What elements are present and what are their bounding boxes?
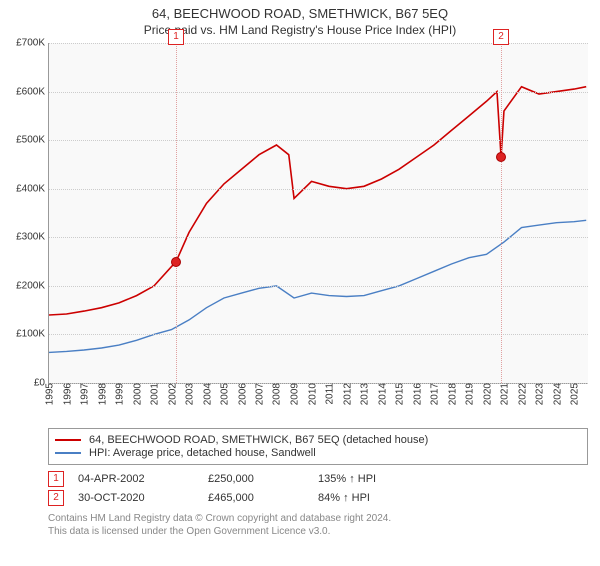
x-tick-label: 2007 — [253, 383, 266, 405]
sale-badge: 1 — [48, 471, 64, 487]
x-tick-label: 2011 — [323, 383, 336, 405]
sale-row: 1 04-APR-2002£250,000135% ↑ HPI — [48, 471, 588, 487]
sale-pct: 135% ↑ HPI — [318, 473, 438, 485]
sale-date: 04-APR-2002 — [78, 473, 208, 485]
sale-marker — [171, 257, 181, 267]
x-tick-label: 2018 — [445, 383, 458, 405]
chart-plot-area: £0£100K£200K£300K£400K£500K£600K£700K199… — [48, 43, 588, 384]
x-tick-label: 2015 — [393, 383, 406, 405]
x-tick-label: 2019 — [463, 383, 476, 405]
x-tick-label: 2008 — [270, 383, 283, 405]
x-tick-label: 2013 — [358, 383, 371, 405]
x-tick-label: 2023 — [533, 383, 546, 405]
y-tick-label: £300K — [16, 232, 49, 243]
legend-row: HPI: Average price, detached house, Sand… — [55, 447, 581, 459]
y-tick-label: £700K — [16, 38, 49, 49]
chart-title-address: 64, BEECHWOOD ROAD, SMETHWICK, B67 5EQ — [0, 6, 600, 21]
x-tick-label: 2003 — [183, 383, 196, 405]
x-tick-label: 2024 — [550, 383, 563, 405]
sale-pct: 84% ↑ HPI — [318, 492, 438, 504]
x-tick-label: 2022 — [515, 383, 528, 405]
sale-price: £250,000 — [208, 473, 318, 485]
x-tick-label: 1996 — [60, 383, 73, 405]
y-tick-label: £500K — [16, 135, 49, 146]
sale-marker-label: 1 — [168, 29, 184, 45]
x-tick-label: 2012 — [340, 383, 353, 405]
x-tick-label: 1998 — [95, 383, 108, 405]
chart-lines — [49, 43, 588, 383]
x-tick-label: 2020 — [480, 383, 493, 405]
legend-label: 64, BEECHWOOD ROAD, SMETHWICK, B67 5EQ (… — [89, 434, 428, 446]
x-tick-label: 1995 — [43, 383, 56, 405]
x-tick-label: 2009 — [288, 383, 301, 405]
x-tick-label: 2002 — [165, 383, 178, 405]
sale-price: £465,000 — [208, 492, 318, 504]
x-tick-label: 2001 — [148, 383, 161, 405]
x-tick-label: 2004 — [200, 383, 213, 405]
y-tick-label: £400K — [16, 183, 49, 194]
chart-title-sub: Price paid vs. HM Land Registry's House … — [0, 23, 600, 37]
legend-label: HPI: Average price, detached house, Sand… — [89, 447, 316, 459]
sales-table: 1 04-APR-2002£250,000135% ↑ HPI 2 30-OCT-20… — [48, 471, 588, 506]
x-tick-label: 2005 — [218, 383, 231, 405]
y-tick-label: £600K — [16, 86, 49, 97]
sale-date: 30-OCT-2020 — [78, 492, 208, 504]
legend-swatch — [55, 439, 81, 441]
x-tick-label: 2010 — [305, 383, 318, 405]
x-tick-label: 2017 — [428, 383, 441, 405]
x-tick-label: 2006 — [235, 383, 248, 405]
x-tick-label: 2016 — [410, 383, 423, 405]
legend-row: 64, BEECHWOOD ROAD, SMETHWICK, B67 5EQ (… — [55, 434, 581, 446]
sale-row: 2 30-OCT-2020£465,00084% ↑ HPI — [48, 490, 588, 506]
x-tick-label: 1999 — [113, 383, 126, 405]
legend-swatch — [55, 452, 81, 454]
footer-text: Contains HM Land Registry data © Crown c… — [48, 512, 588, 538]
y-tick-label: £200K — [16, 280, 49, 291]
legend-box: 64, BEECHWOOD ROAD, SMETHWICK, B67 5EQ (… — [48, 428, 588, 465]
y-tick-label: £100K — [16, 329, 49, 340]
x-tick-label: 2014 — [375, 383, 388, 405]
x-tick-label: 2021 — [497, 383, 510, 405]
x-tick-label: 1997 — [78, 383, 91, 405]
sale-marker — [496, 152, 506, 162]
sale-badge: 2 — [48, 490, 64, 506]
series-property — [49, 87, 586, 315]
sale-marker-label: 2 — [493, 29, 509, 45]
x-tick-label: 2000 — [130, 383, 143, 405]
x-tick-label: 2025 — [568, 383, 581, 405]
